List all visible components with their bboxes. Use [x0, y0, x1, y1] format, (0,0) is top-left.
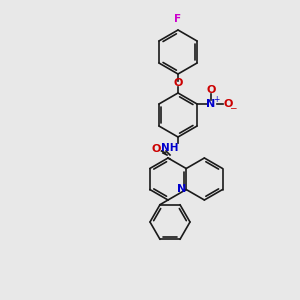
Text: O: O — [173, 79, 183, 88]
Text: O: O — [206, 85, 216, 95]
Text: N: N — [177, 184, 186, 194]
Text: +: + — [213, 95, 219, 104]
Text: O: O — [224, 99, 233, 109]
Text: NH: NH — [161, 143, 179, 153]
Text: N: N — [206, 99, 216, 109]
Text: F: F — [174, 14, 182, 24]
Text: −: − — [229, 103, 237, 112]
Text: O: O — [151, 144, 161, 154]
